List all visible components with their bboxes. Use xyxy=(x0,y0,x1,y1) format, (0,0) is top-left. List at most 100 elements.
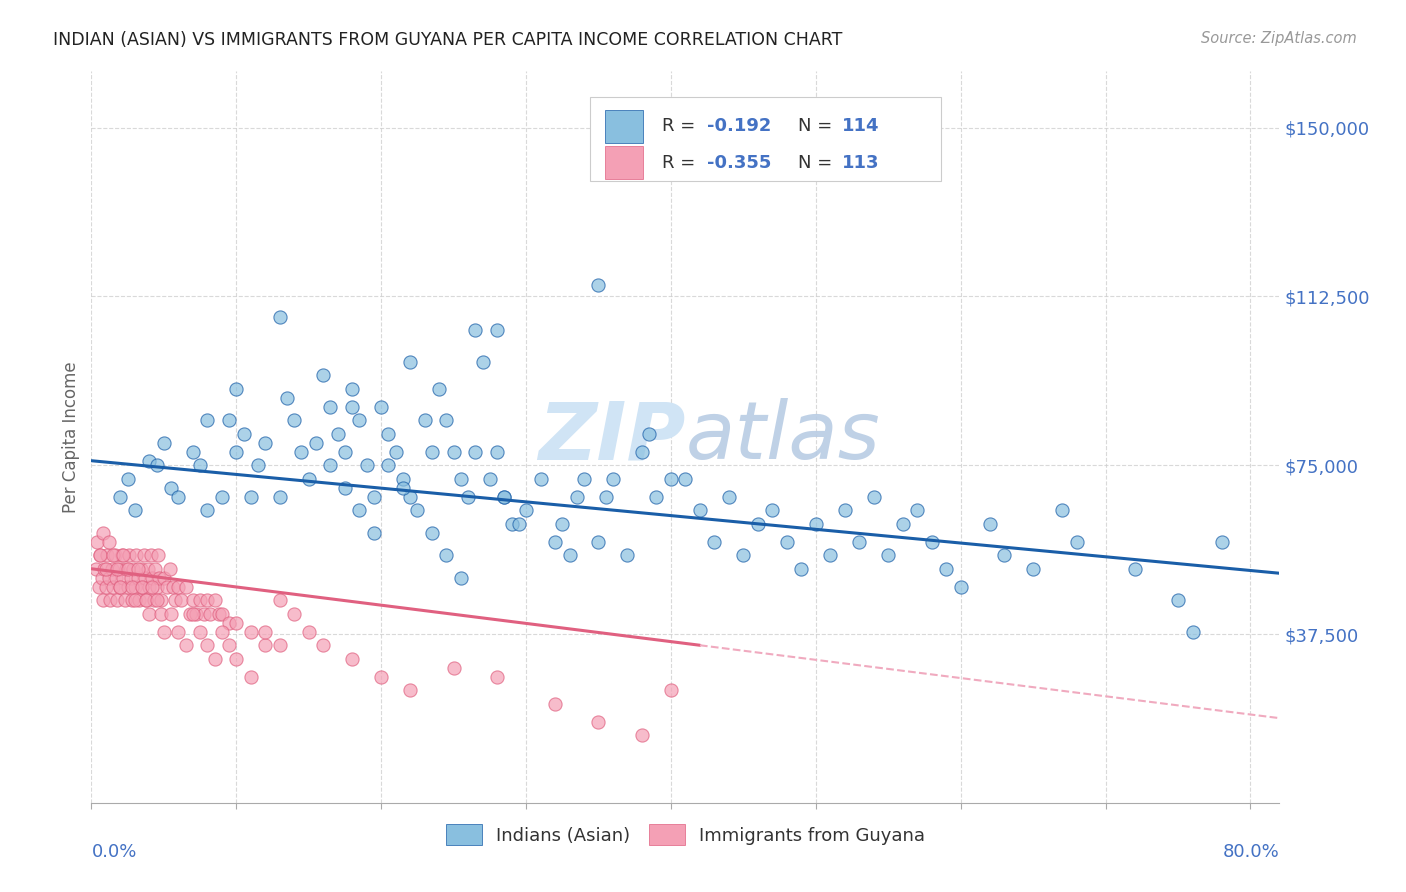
Point xyxy=(413,413,436,427)
Point xyxy=(269,310,291,324)
Point xyxy=(1123,562,1146,576)
Point xyxy=(195,593,218,607)
Point xyxy=(1211,534,1233,549)
Point xyxy=(717,490,740,504)
Text: 114: 114 xyxy=(842,118,880,136)
Point xyxy=(486,444,509,458)
Point xyxy=(153,571,176,585)
Point xyxy=(239,490,262,504)
Text: INDIAN (ASIAN) VS IMMIGRANTS FROM GUYANA PER CAPITA INCOME CORRELATION CHART: INDIAN (ASIAN) VS IMMIGRANTS FROM GUYANA… xyxy=(53,31,842,49)
Point xyxy=(193,607,215,621)
Point xyxy=(298,472,321,486)
Point xyxy=(1022,562,1045,576)
Text: R =: R = xyxy=(662,153,700,171)
Point xyxy=(122,562,145,576)
Point xyxy=(195,638,218,652)
Point xyxy=(91,525,114,540)
Y-axis label: Per Capita Income: Per Capita Income xyxy=(62,361,80,513)
Point xyxy=(551,516,574,531)
Point xyxy=(645,490,668,504)
Point xyxy=(877,548,900,562)
Point xyxy=(333,481,356,495)
Point xyxy=(225,615,247,630)
Point xyxy=(159,562,181,576)
Point xyxy=(142,593,165,607)
Point xyxy=(276,391,298,405)
FancyBboxPatch shape xyxy=(591,97,941,181)
Point xyxy=(290,444,312,458)
Point xyxy=(97,571,120,585)
Point xyxy=(935,562,957,576)
Point xyxy=(631,728,654,742)
Point xyxy=(86,534,108,549)
Point xyxy=(790,562,813,576)
Point xyxy=(340,382,363,396)
Point xyxy=(117,580,139,594)
Point xyxy=(97,534,120,549)
Point xyxy=(135,593,157,607)
Point xyxy=(602,472,624,486)
Point xyxy=(181,607,204,621)
Text: Source: ZipAtlas.com: Source: ZipAtlas.com xyxy=(1201,31,1357,46)
Point xyxy=(188,593,211,607)
Point xyxy=(225,382,247,396)
Point xyxy=(733,548,755,562)
Point xyxy=(148,571,170,585)
Point xyxy=(631,444,654,458)
Legend: Indians (Asian), Immigrants from Guyana: Indians (Asian), Immigrants from Guyana xyxy=(446,824,925,845)
Text: N =: N = xyxy=(799,118,838,136)
Point xyxy=(848,534,870,549)
Point xyxy=(891,516,914,531)
Point xyxy=(340,400,363,414)
Text: N =: N = xyxy=(799,153,838,171)
Point xyxy=(218,615,240,630)
Point xyxy=(638,426,661,441)
Point xyxy=(588,278,610,293)
Point xyxy=(356,458,378,473)
Point xyxy=(101,548,124,562)
Point xyxy=(565,490,588,504)
Point xyxy=(464,444,486,458)
Point xyxy=(195,413,218,427)
Point xyxy=(118,548,141,562)
Point xyxy=(117,562,139,576)
Point xyxy=(208,607,231,621)
Point xyxy=(239,670,262,684)
Point xyxy=(457,490,479,504)
Point xyxy=(110,580,132,594)
Point xyxy=(776,534,799,549)
Point xyxy=(120,571,142,585)
Point xyxy=(254,638,277,652)
Point xyxy=(333,444,356,458)
Point xyxy=(131,580,153,594)
Point xyxy=(211,607,233,621)
Point xyxy=(1066,534,1088,549)
Point xyxy=(141,580,163,594)
Point xyxy=(392,481,415,495)
Point xyxy=(225,652,247,666)
Bar xyxy=(605,145,643,179)
Point xyxy=(184,607,207,621)
Point xyxy=(349,503,371,517)
Bar xyxy=(605,110,643,144)
Point xyxy=(112,548,135,562)
Point xyxy=(128,593,150,607)
Point xyxy=(135,593,157,607)
Point xyxy=(165,593,187,607)
Point xyxy=(399,354,422,368)
Point xyxy=(905,503,928,517)
Point xyxy=(949,580,972,594)
Text: 0.0%: 0.0% xyxy=(91,843,136,861)
Point xyxy=(232,426,254,441)
Point xyxy=(129,562,152,576)
Point xyxy=(1050,503,1073,517)
Point xyxy=(204,652,226,666)
Point xyxy=(127,562,149,576)
Point xyxy=(283,607,305,621)
Point xyxy=(124,503,146,517)
Point xyxy=(124,593,146,607)
Point xyxy=(993,548,1015,562)
Point xyxy=(703,534,725,549)
Point xyxy=(84,562,107,576)
Text: -0.355: -0.355 xyxy=(707,153,770,171)
